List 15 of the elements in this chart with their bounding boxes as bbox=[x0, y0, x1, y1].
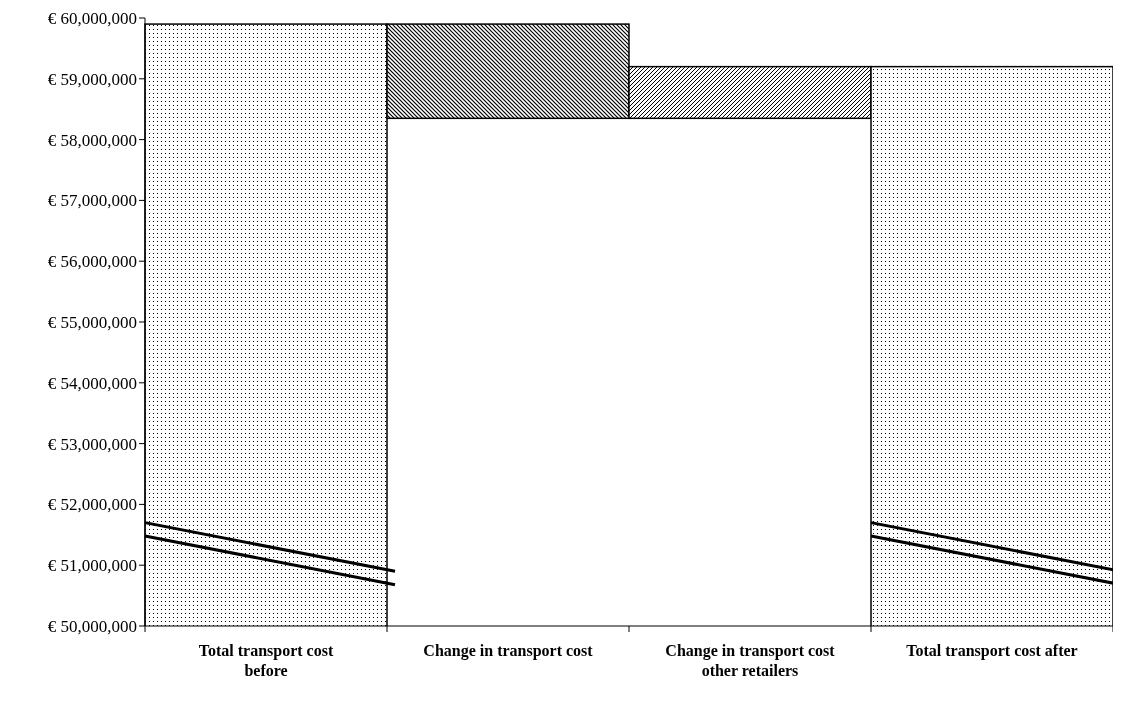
x-tick-label: Total transport cost after bbox=[906, 642, 1078, 660]
y-tick-label: € 52,000,000 bbox=[47, 495, 137, 515]
y-tick-label: € 54,000,000 bbox=[47, 373, 137, 393]
y-tick-label: € 57,000,000 bbox=[47, 191, 137, 211]
y-tick-label: € 53,000,000 bbox=[47, 434, 137, 454]
y-tick-label: € 55,000,000 bbox=[47, 312, 137, 332]
y-tick-label: € 60,000,000 bbox=[47, 8, 137, 28]
y-tick-label: € 50,000,000 bbox=[47, 616, 137, 636]
y-tick-label: € 56,000,000 bbox=[47, 252, 137, 272]
x-tick-label: Change in transport cost bbox=[423, 642, 594, 660]
x-tick-label: Change in transport cost other retailers bbox=[665, 642, 836, 679]
y-tick-label: € 51,000,000 bbox=[47, 556, 137, 576]
x-tick-label: Total transport cost before bbox=[198, 642, 334, 679]
y-tick-label: € 58,000,000 bbox=[47, 130, 137, 150]
y-tick-label: € 59,000,000 bbox=[47, 69, 137, 89]
